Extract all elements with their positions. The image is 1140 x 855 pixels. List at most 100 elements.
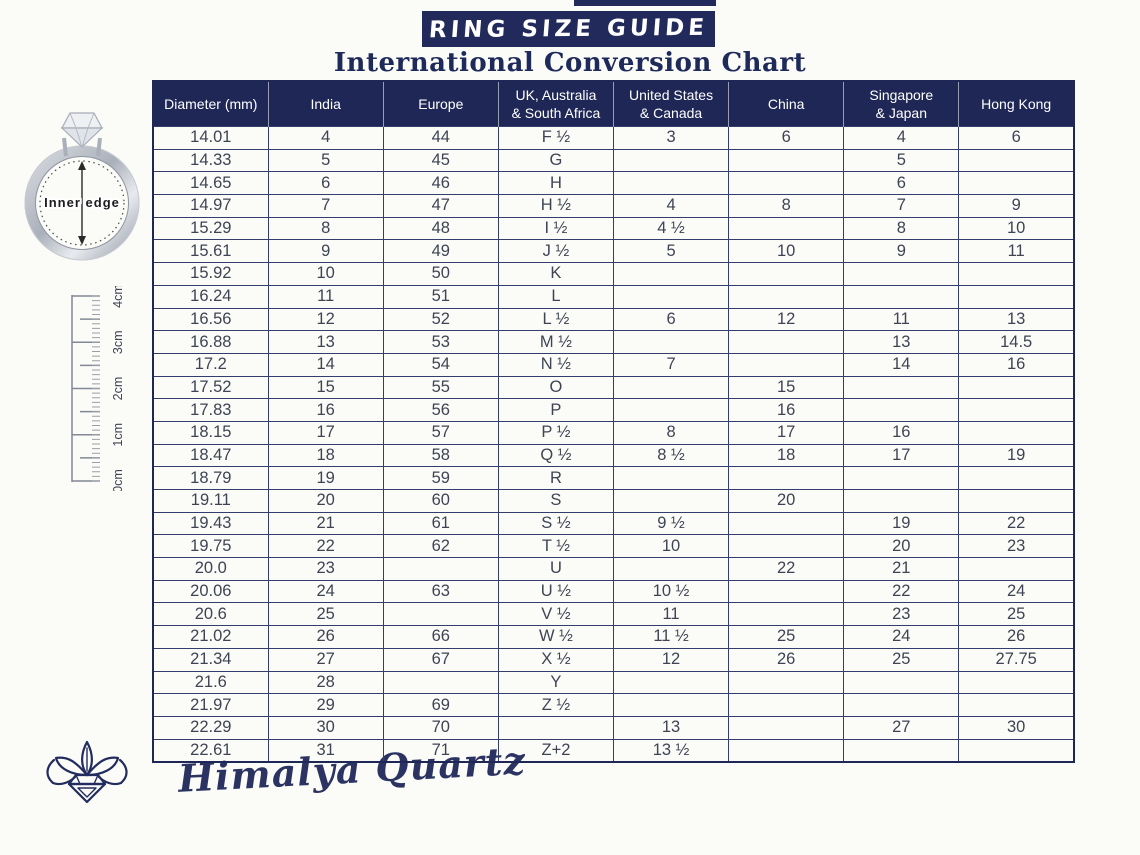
table-cell: 9 ½ [612,511,730,536]
table-cell: 5 [267,148,384,173]
table-cell: 48 [382,216,499,241]
table-cell [958,148,1075,173]
table-cell: 20 [843,534,960,559]
table-cell: X ½ [497,647,615,672]
table-cell [728,330,845,354]
table-cell [612,330,730,354]
table-cell: 17 [843,443,960,468]
table-cell [728,262,845,286]
table-row: 15.92 10 50 K [152,262,1075,286]
table-cell: 15.92 [152,262,269,286]
table-row: 19.11 20 60 S 20 [152,489,1075,513]
table-cell [612,489,730,513]
table-row: 22.29 30 70 13 27 30 [152,715,1075,740]
table-cell: 12 [612,647,730,672]
table-cell: 21.02 [152,625,269,649]
table-cell [958,398,1075,422]
table-cell: 16.24 [152,284,269,309]
column-header-5: China [728,81,845,127]
table-cell: 22 [843,579,960,604]
table-cell: 10 ½ [612,579,730,604]
table-cell: 6 [843,171,960,196]
table-cell: 18.15 [152,420,269,445]
table-cell: V ½ [497,602,615,627]
table-cell [728,171,845,196]
table-cell [612,466,730,490]
table-row: 14.33 5 45 G 5 [152,148,1075,173]
table-cell [728,216,845,241]
table-cell: 67 [382,647,499,672]
ring-diagram: Inner edge [24,112,140,261]
table-cell [728,511,845,536]
table-cell: 14.5 [958,330,1075,354]
table-cell: 6 [958,126,1075,150]
table-cell: 44 [382,126,499,150]
table-row: 20.6 25 V ½ 11 23 25 [152,602,1075,627]
table-cell [728,534,845,559]
table-cell [843,398,960,422]
table-cell: 56 [382,398,499,422]
ruler-labels: 4cm 3cm 2cm 1cm 0cm [111,286,125,491]
table-cell: 55 [382,375,499,400]
table-cell: 11 [267,284,384,309]
table-cell [958,489,1075,513]
table-cell: Z+2 [497,738,615,763]
table-cell: 66 [382,625,499,649]
table-cell: 17 [267,420,384,445]
table-cell [728,579,845,604]
ruler-label: 1cm [111,423,125,447]
table-cell: 25 [958,602,1075,627]
table-cell: 22 [958,511,1075,536]
table-cell [958,693,1075,717]
table-cell: 6 [612,307,730,332]
table-cell [728,738,845,763]
table-cell: H [497,171,615,196]
table-cell: 13 ½ [612,738,730,763]
table-row: 16.56 12 52 L ½ 6 12 11 13 [152,307,1075,332]
table-cell: 30 [267,715,384,740]
table-cell: 14 [267,352,384,377]
table-cell [382,557,499,581]
table-cell: Q ½ [497,443,615,468]
table-cell: 15 [728,375,845,400]
table-cell: 8 [612,420,730,445]
table-cell: O [497,375,615,400]
table-row: 17.52 15 55 O 15 [152,375,1075,400]
table-cell: 53 [382,330,499,354]
table-cell: 19.11 [152,489,269,513]
table-cell: 47 [382,194,499,218]
table-cell [728,148,845,173]
table-row: 21.6 28 Y [152,670,1075,695]
table-row: 18.15 17 57 P ½ 8 17 16 [152,420,1075,445]
table-cell: 49 [382,239,499,264]
table-cell [382,602,499,627]
table-cell: 6 [728,126,845,150]
table-cell: U [497,557,615,581]
table-cell: 14.33 [152,148,269,173]
table-cell: 17.2 [152,352,269,377]
table-cell: 21.6 [152,670,269,695]
ruler-label: 2cm [111,377,125,401]
table-cell: 63 [382,579,499,604]
table-cell: 7 [843,194,960,218]
table-cell [612,670,730,695]
inner-edge-label: Inner edge [44,195,120,210]
table-cell: 14 [843,352,960,377]
table-cell: 50 [382,262,499,286]
table-cell: 14.01 [152,126,269,150]
table-cell: 18.79 [152,466,269,490]
table-cell: 22.61 [152,738,269,763]
inner-edge-dotted-circle [39,160,125,246]
table-cell: 13 [267,330,384,354]
table-cell: 22 [267,534,384,559]
page-subtitle: International Conversion Chart [333,48,807,78]
table-cell: 52 [382,307,499,332]
table-cell: 16 [843,420,960,445]
table-cell [612,262,730,286]
table-cell [728,352,845,377]
table-cell: 14.97 [152,194,269,218]
table-cell [612,375,730,400]
table-cell: 21.34 [152,647,269,672]
table-cell: 26 [958,625,1075,649]
